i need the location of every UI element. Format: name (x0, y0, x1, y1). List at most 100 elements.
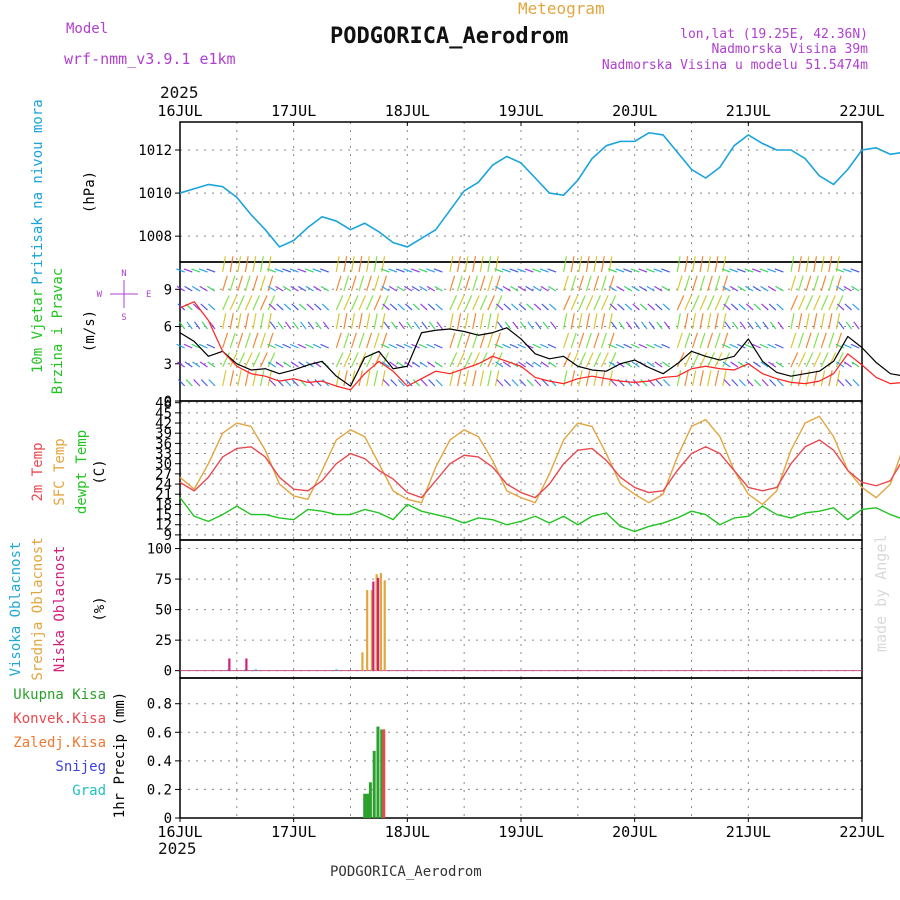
wind-barb (433, 268, 443, 273)
wind-barb (600, 352, 609, 368)
credit-label: made by Angel (872, 535, 890, 652)
precip-legend-item: Zaledj.Kisa (13, 735, 106, 751)
wind-barb (534, 379, 542, 387)
wind-barb (487, 370, 492, 387)
wind-barb (502, 361, 511, 368)
wind-barb (259, 256, 264, 273)
panel-pressure: 1008 1010 1012 (138, 121, 863, 263)
wind-barb (200, 303, 208, 311)
wind-barb (737, 343, 746, 349)
wind-barb (207, 303, 216, 311)
wind-barb (836, 303, 845, 311)
y-tick-label: 1012 (138, 143, 172, 159)
wind-barb (274, 343, 284, 349)
wind-barb (746, 379, 754, 387)
wind-barb (745, 285, 754, 292)
wind-barb (518, 303, 527, 311)
panel-wind: 0 3 6 9 (164, 261, 863, 410)
wind-barb (676, 256, 681, 273)
y-tick-label: 75 (155, 572, 172, 588)
wind-barb (267, 268, 276, 273)
wind-barb (388, 343, 398, 349)
wind-barb (207, 285, 216, 292)
wind-barb (549, 379, 557, 387)
wind-barb (501, 268, 511, 273)
wind-barb (373, 256, 378, 273)
wind-barb (343, 313, 348, 330)
wind-barb (600, 313, 606, 330)
wind-barb (593, 332, 600, 349)
wind-barb (714, 256, 719, 273)
wind-barb (350, 275, 357, 292)
wind-barb (653, 268, 663, 273)
wind-barb (435, 379, 443, 387)
wind-barb (835, 268, 845, 273)
wind-barb (852, 303, 860, 311)
pressure-line (179, 131, 900, 248)
wind-barb (487, 352, 496, 368)
wind-barb (449, 295, 458, 311)
wind-barb (419, 361, 428, 368)
cloud-bar (254, 669, 257, 671)
wind-barb (420, 303, 428, 311)
temp-series-label: dewpt Temp (74, 430, 90, 514)
wind-barb (646, 285, 655, 292)
y-tick-label: 0.2 (147, 782, 172, 798)
wind-barb (851, 361, 860, 368)
wind-barb (638, 285, 648, 292)
wind-barb (768, 361, 777, 368)
wind-barb (381, 275, 388, 292)
model-elevation-label: Nadmorska Visina u modelu 51.5474m (602, 58, 868, 73)
wind-barb (663, 379, 671, 387)
wind-barb (433, 343, 443, 349)
wind-barb (691, 256, 696, 273)
wind-barb (335, 332, 342, 349)
wind-barb (176, 285, 186, 292)
wind-barb (494, 370, 500, 387)
x-tick-label-top: 16JUL (157, 102, 202, 120)
wind-barb (381, 370, 386, 387)
wind-barb (314, 303, 322, 311)
wind-barb (199, 285, 208, 292)
wind-barb (183, 268, 193, 273)
precip-bar (372, 750, 376, 818)
wind-barb (699, 295, 708, 311)
temp-unit-label: (C) (92, 459, 108, 484)
wind-barb (547, 268, 557, 273)
wind-barb (434, 285, 443, 292)
wind-barb (412, 303, 421, 311)
wind-barb (268, 379, 277, 387)
wind-barb (730, 303, 739, 311)
y-tick-label: 27 (155, 467, 172, 483)
wind-barb (456, 313, 462, 330)
wind-barb (656, 321, 663, 330)
wind-barb (540, 343, 549, 349)
wind-barb (267, 313, 272, 330)
wind-barb (487, 295, 495, 311)
wind-barb (237, 275, 244, 292)
wind-barb (518, 361, 527, 368)
wind-barb (813, 352, 821, 368)
wind-barb (350, 352, 359, 368)
cloud-bar (366, 590, 369, 671)
wind-barb (495, 361, 504, 368)
year-bottom: 2025 (158, 839, 197, 858)
wind-barb (503, 303, 511, 311)
wind-barb (350, 332, 357, 349)
wind-barb (380, 343, 390, 349)
temp-series-label: 2m Temp (30, 442, 46, 501)
wind-barb (534, 321, 542, 330)
wind-barb (495, 303, 504, 311)
wind-barb (178, 379, 186, 387)
wind-barb (405, 379, 413, 387)
wind-barb (797, 256, 802, 273)
wind-barb (412, 379, 421, 387)
x-tick-label-top: 17JUL (271, 102, 316, 120)
wind-barb (578, 352, 587, 368)
wind-barb (358, 352, 367, 368)
wind-barb (176, 343, 185, 349)
wind-barb (267, 285, 276, 292)
cloud-series-label: Niska Oblacnost (52, 546, 68, 672)
wind-barb (282, 268, 292, 273)
wind-barb (813, 256, 818, 273)
